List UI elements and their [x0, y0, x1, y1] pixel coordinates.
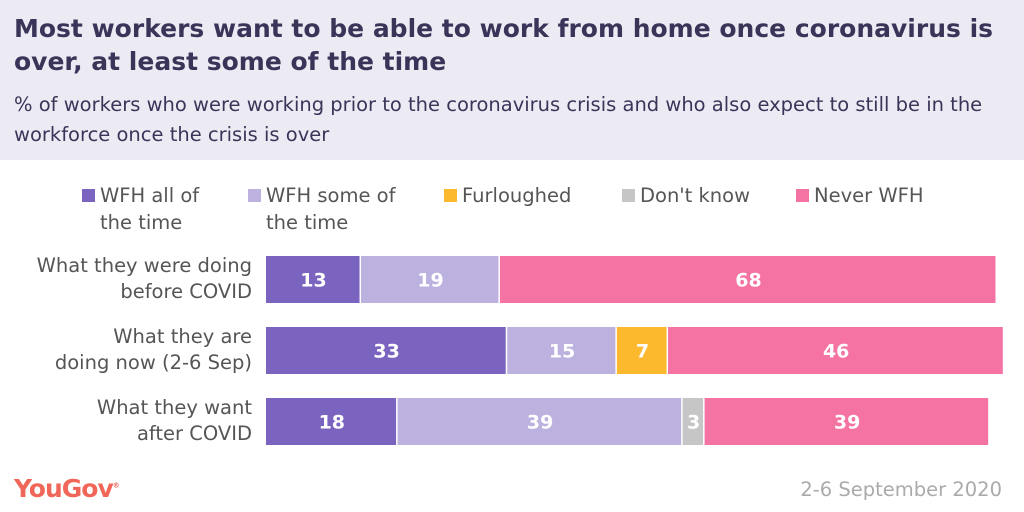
legend-label: WFH all of the time	[100, 184, 200, 234]
category-label: What they were doing before COVID	[36, 254, 252, 303]
data-label: 7	[636, 341, 649, 363]
data-label: 39	[834, 412, 860, 434]
bar-segment	[266, 398, 397, 445]
chart-subtitle: % of workers who were working prior to t…	[14, 93, 983, 146]
bar-segment	[668, 327, 1003, 374]
legend-item: WFH all of the time	[82, 182, 220, 236]
data-label: 13	[300, 270, 326, 292]
bar-segment	[266, 327, 506, 374]
data-label: 39	[527, 412, 553, 434]
data-label: 19	[417, 270, 443, 292]
bar-segment	[616, 327, 667, 374]
legend-label: Never WFH	[814, 184, 924, 207]
legend-swatch	[248, 189, 261, 202]
bar-segment	[507, 327, 616, 374]
legend: WFH all of the time WFH some of the time F…	[0, 182, 1024, 234]
date-label: 2-6 September 2020	[800, 478, 1002, 501]
bar-segment	[682, 398, 704, 445]
bar-segment	[704, 398, 989, 445]
bar-segment	[266, 256, 360, 303]
data-label: 46	[823, 341, 849, 363]
bar-segment	[499, 256, 996, 303]
legend-item: WFH some of the time	[248, 182, 426, 236]
legend-item: Never WFH	[796, 182, 974, 209]
legend-item: Furloughed	[444, 182, 622, 209]
legend-item: Don't know	[622, 182, 780, 209]
legend-swatch	[796, 189, 809, 202]
yougov-logo: YouGov®	[14, 474, 120, 503]
bar-segment	[361, 256, 499, 303]
legend-swatch	[82, 189, 95, 202]
category-label: What they are doing now (2-6 Sep)	[54, 325, 252, 374]
bar-segment	[397, 398, 682, 445]
category-label: What they want after COVID	[96, 396, 252, 445]
header-band	[0, 0, 1024, 160]
data-label: 33	[373, 341, 399, 363]
data-label: 68	[735, 270, 761, 292]
legend-label: Furloughed	[462, 184, 572, 207]
chart-title: Most workers want to be able to work fro…	[14, 14, 994, 76]
data-label: 15	[549, 341, 575, 363]
legend-label: Don't know	[640, 184, 751, 207]
legend-label: WFH some of the time	[266, 184, 396, 234]
legend-swatch	[444, 189, 457, 202]
legend-swatch	[622, 189, 635, 202]
data-label: 18	[319, 412, 345, 434]
data-label: 3	[687, 412, 700, 434]
